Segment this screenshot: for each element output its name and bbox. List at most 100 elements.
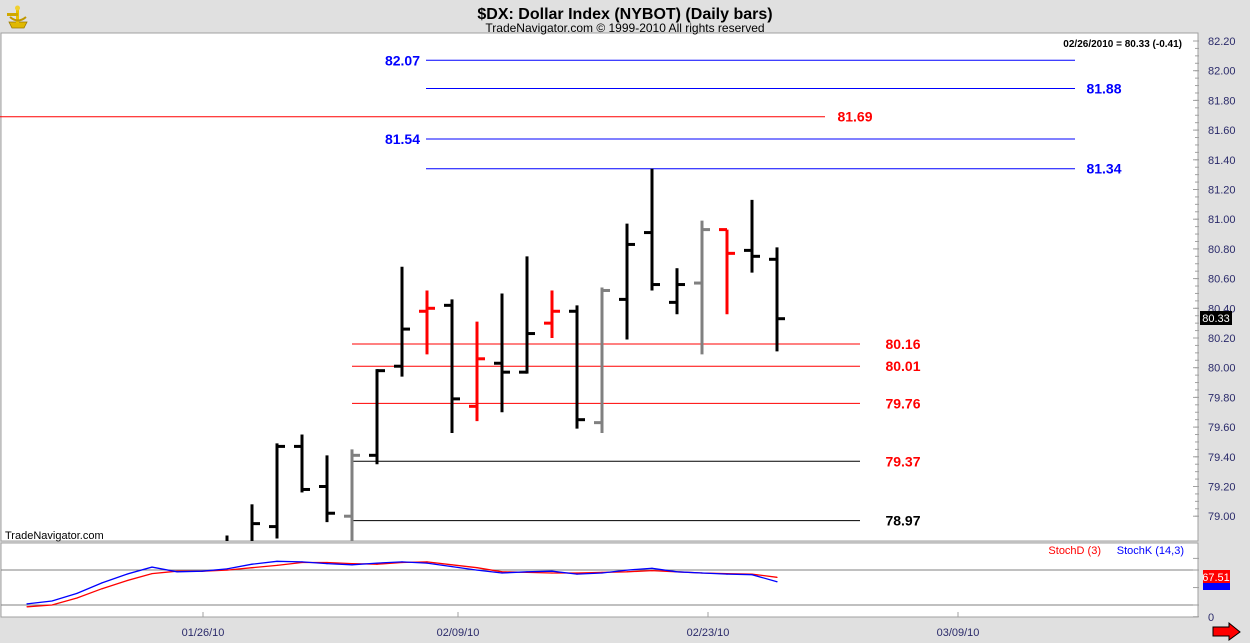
stochk-point xyxy=(401,561,403,563)
price-tick-label: 79.20 xyxy=(1208,482,1236,494)
ohlc-bar xyxy=(569,305,585,429)
ohlc-bar xyxy=(594,287,610,434)
ohlc-bar xyxy=(719,228,735,315)
price-tick-label: 79.80 xyxy=(1208,392,1236,404)
level-label: 81.69 xyxy=(837,109,872,125)
level-label: 81.34 xyxy=(1086,161,1121,177)
price-pane[interactable] xyxy=(0,32,1199,542)
stochd-point xyxy=(51,604,53,606)
price-tick-label: 82.20 xyxy=(1208,36,1236,48)
stochk-point xyxy=(701,572,703,574)
level-label: 79.76 xyxy=(885,395,920,411)
ohlc-bar xyxy=(469,321,485,422)
stochk-point xyxy=(51,600,53,602)
ohlc-bar xyxy=(250,504,260,541)
legend-stochk: StochK (14,3) xyxy=(1117,545,1184,557)
stochastic-pane[interactable] xyxy=(0,542,1199,618)
stochk-point xyxy=(276,560,278,562)
ohlc-bar xyxy=(619,223,635,340)
price-tick-label: 81.40 xyxy=(1208,155,1236,167)
stochd-point xyxy=(776,576,778,578)
date-tick-label: 02/23/10 xyxy=(687,627,730,639)
price-levels: 82.07 81.88 81.69 81.54 81.34 80.16 80.01 79.76… xyxy=(0,52,1122,529)
date-tick-label: 03/09/10 xyxy=(937,627,980,639)
date-tick-label: 02/09/10 xyxy=(437,627,480,639)
stochd-point xyxy=(26,606,28,608)
last-price-marker xyxy=(1200,311,1232,325)
stochk-value-marker xyxy=(1203,580,1230,590)
stochk-point xyxy=(651,567,653,569)
ohlc-bar xyxy=(369,369,385,465)
level-label: 81.54 xyxy=(385,131,420,147)
stochd-point xyxy=(501,571,503,573)
copyright-subtitle: TradeNavigator.com © 1999-2010 All right… xyxy=(485,21,764,35)
stochd-point xyxy=(626,571,628,573)
stochd-point xyxy=(276,564,278,566)
stochk-point xyxy=(501,572,503,574)
stochk-point xyxy=(251,563,253,565)
stochk-point xyxy=(76,592,78,594)
stochd-point xyxy=(376,563,378,565)
price-axis[interactable]: 82.20 82.00 81.80 81.60 81.40 81.20 81.00 80.80… xyxy=(1193,36,1236,523)
price-tick-label: 80.00 xyxy=(1208,363,1236,375)
stochastic-indicator xyxy=(1,557,1199,618)
stoch-tick-label: 0 xyxy=(1208,612,1214,624)
stochk-point xyxy=(526,571,528,573)
scroll-right-arrow-icon[interactable] xyxy=(1212,621,1241,641)
price-tick-label: 81.00 xyxy=(1208,214,1236,226)
stochk-point xyxy=(201,570,203,572)
stochk-point xyxy=(551,570,553,572)
watermark: TradeNavigator.com xyxy=(5,530,104,542)
stochk-point xyxy=(326,563,328,565)
level-label: 80.16 xyxy=(885,336,920,352)
stochk-point xyxy=(576,573,578,575)
ohlc-bar xyxy=(694,220,710,355)
stochk-point xyxy=(101,582,103,584)
stochd-point xyxy=(476,567,478,569)
stochk-point xyxy=(776,581,778,583)
price-readout: 02/26/2010 = 80.33 (-0.41) xyxy=(1063,39,1182,50)
price-tick-label: 81.80 xyxy=(1208,95,1236,107)
stochk-point xyxy=(126,573,128,575)
price-tick-label: 82.00 xyxy=(1208,66,1236,78)
date-axis[interactable]: 01/26/10 02/09/10 02/23/10 03/09/10 xyxy=(182,612,980,639)
price-tick-label: 80.60 xyxy=(1208,274,1236,286)
ohlc-bar xyxy=(444,299,460,434)
stochd-point xyxy=(326,561,328,564)
level-label: 80.01 xyxy=(885,358,920,374)
stochk-point xyxy=(451,565,453,568)
stochd-point xyxy=(126,579,128,582)
stochd-point xyxy=(251,567,253,569)
stochk-point xyxy=(476,569,478,571)
stochd-point xyxy=(451,564,453,566)
stochd-point xyxy=(551,572,553,574)
stochd-point xyxy=(101,588,103,590)
ohlc-bar xyxy=(744,199,760,273)
ohlc-bar xyxy=(644,168,660,291)
ohlc-bar xyxy=(394,266,410,377)
price-tick-label: 80.80 xyxy=(1208,244,1236,256)
price-tick-label: 79.40 xyxy=(1208,452,1236,464)
stochk-point xyxy=(676,571,678,573)
price-tick-label: 81.60 xyxy=(1208,125,1236,137)
last-price-label: 80.33 xyxy=(1202,313,1230,325)
stochk-point xyxy=(351,564,353,566)
stochk-point xyxy=(376,562,378,564)
ohlc-bar xyxy=(494,293,510,413)
stochd-point xyxy=(576,572,578,574)
stochk-point xyxy=(26,603,28,605)
stochd-point xyxy=(151,572,153,575)
stochd-point xyxy=(351,563,353,565)
level-label: 78.97 xyxy=(885,513,920,529)
sextant-logo-icon[interactable] xyxy=(7,5,28,29)
ohlc-bar xyxy=(544,290,560,338)
ohlc-bar xyxy=(269,443,285,539)
price-bars xyxy=(225,168,785,541)
stochk-point xyxy=(626,569,628,571)
ohlc-bar xyxy=(669,268,685,315)
stochk-point xyxy=(751,574,753,576)
ohlc-bar xyxy=(519,256,535,374)
stochk-point xyxy=(301,561,303,563)
price-tick-label: 80.20 xyxy=(1208,333,1236,345)
legend-stochd: StochD (3) xyxy=(1048,545,1101,557)
